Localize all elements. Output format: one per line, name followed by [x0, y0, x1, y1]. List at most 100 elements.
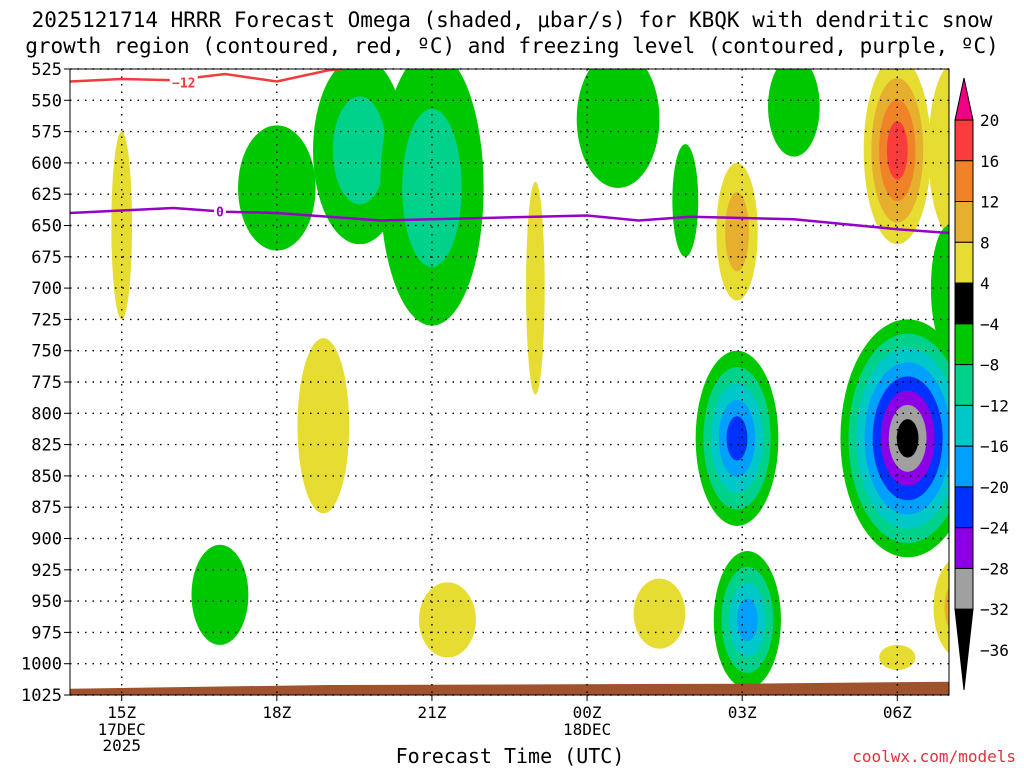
- omega-region-16: [930, 225, 949, 351]
- x-tick-date-label: 17DEC: [98, 720, 146, 739]
- x-tick-label: 06Z: [883, 703, 912, 722]
- colorbar-swatch: [954, 201, 974, 243]
- y-tick-label: 925: [31, 561, 62, 581]
- chart-title-line-2: growth region (contoured, red, ºC) and f…: [25, 34, 999, 58]
- y-tick-label: 725: [31, 310, 62, 330]
- y-tick-label: 775: [31, 373, 62, 393]
- omega-region-9: [716, 162, 758, 301]
- colorbar-label: −36: [980, 641, 1009, 660]
- omega-region-15: [840, 319, 949, 558]
- colorbar-swatch: [954, 527, 974, 569]
- colorbar-swatch: [954, 404, 974, 447]
- y-tick-label: 825: [31, 436, 62, 456]
- omega-shade-green: [191, 544, 249, 645]
- omega-region-17: [191, 544, 249, 645]
- colorbar-swatch: [954, 486, 974, 529]
- y-tick-label: 800: [31, 404, 62, 424]
- omega-shade-yellow: [879, 644, 916, 670]
- omega-region-2: [238, 125, 316, 251]
- colorbar-swatch: [954, 567, 974, 610]
- y-tick-label: 950: [31, 592, 62, 612]
- omega-shade-red: [886, 121, 908, 180]
- colorbar-label: −4: [980, 315, 999, 334]
- omega-region-11: [695, 350, 779, 526]
- colorbar-label: −20: [980, 478, 1009, 497]
- omega-region-21: [879, 644, 916, 670]
- omega-region-5: [297, 338, 350, 514]
- colorbar-label: 8: [980, 233, 990, 252]
- omega-region-20: [933, 561, 949, 654]
- fz-label-background: [213, 203, 226, 220]
- freezing-contour-label: 0: [216, 206, 224, 221]
- colorbar-label: −8: [980, 356, 999, 375]
- colorbar-label: 12: [980, 193, 999, 212]
- x-tick-date-label: 18DEC: [563, 720, 611, 739]
- omega-shade-green: [672, 144, 699, 257]
- y-tick-label: 525: [31, 60, 62, 80]
- colorbar-label: −12: [980, 396, 1009, 415]
- y-tick-label: 1025: [21, 686, 62, 706]
- y-tick-label: 850: [31, 467, 62, 487]
- omega-shade-green: [930, 225, 949, 351]
- omega-region-12: [713, 551, 781, 689]
- omega-shade-yellow: [111, 131, 133, 320]
- y-tick-label: 675: [31, 248, 62, 268]
- x-tick-label: 21Z: [417, 703, 446, 722]
- omega-shade-mint: [402, 108, 462, 268]
- dgz-contour-label: −12: [172, 77, 195, 92]
- colorbar-label: −24: [980, 519, 1009, 538]
- y-tick-label: 550: [31, 91, 62, 111]
- colorbar-label: −28: [980, 559, 1009, 578]
- omega-region-1: [111, 131, 133, 320]
- x-tick-date-label: 2025: [102, 736, 141, 755]
- y-tick-label: 575: [31, 123, 62, 143]
- omega-shade-green: [238, 125, 316, 251]
- omega-shade-green: [576, 69, 660, 188]
- omega-shade-cyan: [736, 598, 758, 642]
- colorbar-swatch: [954, 364, 974, 406]
- omega-region-10: [768, 69, 820, 157]
- omega-region-19: [633, 578, 686, 649]
- omega-shade-gold: [944, 586, 949, 629]
- colorbar-swatch: [954, 323, 974, 366]
- chart-title-line-1: 2025121714 HRRR Forecast Omega (shaded, …: [31, 8, 993, 32]
- colorbar-swatch: [954, 282, 974, 325]
- y-tick-label: 750: [31, 342, 62, 362]
- x-tick-label: 18Z: [262, 703, 291, 722]
- x-tick-label: 15Z: [107, 703, 136, 722]
- omega-region-8: [672, 144, 699, 257]
- colorbar-label: 4: [980, 274, 990, 293]
- omega-shade-black: [896, 419, 919, 458]
- omega-region-7: [576, 69, 660, 188]
- colorbar-top-arrow: [954, 77, 974, 121]
- colorbar-swatch: [954, 445, 974, 488]
- y-tick-label: 875: [31, 498, 62, 518]
- omega-shade-yellow: [633, 578, 686, 649]
- colorbar-swatch: [954, 241, 974, 284]
- x-tick-label: 03Z: [728, 703, 757, 722]
- colorbar-label: −16: [980, 437, 1009, 456]
- y-tick-label: 650: [31, 217, 62, 237]
- omega-shade-blue: [726, 416, 748, 461]
- colorbar-label: 16: [980, 152, 999, 171]
- y-tick-label: 1000: [21, 655, 62, 675]
- omega-shade-yellow: [297, 338, 350, 514]
- dendritic-growth-contour: [70, 69, 345, 83]
- omega-shade-yellow: [419, 582, 476, 658]
- y-tick-label: 975: [31, 623, 62, 643]
- omega-region-18: [419, 582, 476, 658]
- y-tick-label: 600: [31, 154, 62, 174]
- y-tick-label: 625: [31, 185, 62, 205]
- omega-shade-mint: [332, 96, 387, 205]
- omega-shade-gold: [725, 192, 749, 272]
- site-credit: coolwx.com/models: [852, 747, 1016, 766]
- colorbar-swatch: [954, 160, 974, 203]
- y-tick-label: 900: [31, 530, 62, 550]
- colorbar-label: −32: [980, 600, 1009, 619]
- omega-shade-green: [768, 69, 820, 157]
- omega-region-13: [863, 69, 931, 245]
- omega-shade-yellow: [933, 561, 949, 654]
- colorbar-bottom-arrow: [954, 608, 974, 691]
- y-tick-label: 700: [31, 279, 62, 299]
- colorbar-label: 20: [980, 111, 999, 130]
